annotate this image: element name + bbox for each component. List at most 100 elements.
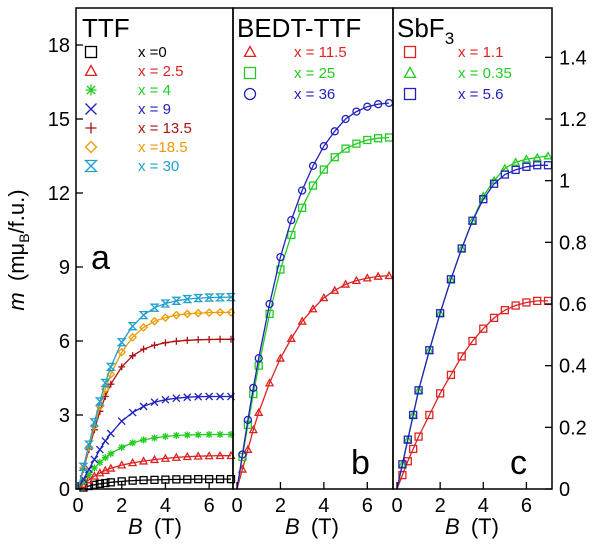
panel-a-series-5-point	[150, 316, 159, 326]
panel-b-series-0	[236, 270, 394, 490]
panel-c-series-1-point	[424, 345, 434, 354]
panel-a-series-3-point	[194, 392, 203, 401]
panel-a-y-tick-label: 3	[59, 405, 70, 427]
panel-b-x-tick-label: 4	[318, 495, 329, 517]
panel-b-series-2-point	[341, 114, 350, 124]
panel-b-legend-marker-2	[243, 87, 257, 101]
panel-a-series-5-point	[139, 323, 148, 332]
panel-c-x-tick-label: 4	[478, 495, 489, 517]
panel-c-series-1	[396, 151, 553, 490]
panel-c-series-1-point	[521, 154, 532, 163]
panel-a-series-4-point	[129, 352, 137, 360]
panel-a-x-ticks: 0 2 4 6	[72, 482, 215, 517]
panel-a-series-6-point	[215, 293, 226, 302]
panel-c-series-2-point	[479, 195, 488, 204]
panel-a-series-3	[77, 392, 235, 490]
panel-c-legend-marker-0	[403, 45, 417, 59]
panel-c-title-main: SbF	[397, 13, 445, 43]
panel-a-series-3-point	[216, 392, 225, 401]
panel-b-series-2-point	[330, 127, 339, 136]
panel-a-series-0-point	[139, 475, 148, 485]
panel-c-series-0-point	[425, 410, 434, 420]
panel-b-series-0-point	[286, 333, 296, 342]
panel-b-series-0-point	[248, 424, 258, 434]
panel-a-series-6-point	[83, 440, 94, 449]
panel-a-series-1-point	[128, 458, 138, 467]
panel-a-series-4-point	[205, 336, 213, 344]
panel-a-series-6-point	[182, 294, 193, 304]
panel-c-series-0-point	[522, 298, 531, 307]
panel-a-series-4-point	[194, 336, 202, 344]
panel-c-marks	[396, 151, 553, 490]
panel-b-x-label-var: B	[285, 514, 300, 539]
panel-b-series-2-point	[276, 252, 285, 262]
panel-b-series-1-point	[341, 144, 350, 153]
panel-a-x-tick-label: 0	[72, 495, 83, 517]
panel-a-series-2-point	[107, 450, 115, 458]
panel-a-series-2-point	[151, 434, 158, 442]
panel-b-legend: x = 11.5 x = 25 x = 36	[243, 44, 347, 103]
panel-c-y-tick-label: 0.2	[559, 417, 587, 439]
panel-a-series-1-point	[193, 451, 203, 460]
panel-b-legend-marker-1	[243, 66, 257, 80]
panel-c-series-1-point	[467, 215, 478, 225]
panel-c-series-0	[396, 296, 553, 490]
panel-b-series-2-point	[243, 415, 253, 425]
panel-b-series-1-point	[297, 203, 307, 212]
panel-a-series-5-point	[117, 347, 127, 357]
panel-b-series-1-point	[373, 134, 383, 143]
panel-b: BEDT-TTF b x = 11.5 x = 25 x = 36 0 2 4 6 B (…	[231, 7, 394, 539]
panel-c-legend-marker-1	[403, 66, 417, 79]
panel-c-series-2-point	[398, 460, 407, 469]
panel-a-series-2-point	[118, 443, 126, 451]
panel-c-x-label-var: B	[445, 514, 460, 539]
panel-c-series-2-point	[489, 179, 499, 188]
panel-b-legend-marker-0	[243, 45, 257, 58]
panel-a-series-4-point	[161, 339, 169, 347]
panel-a-series-6-point	[204, 293, 215, 302]
panel-a-series-1-point	[160, 453, 171, 462]
panel-b-series-1-point	[352, 139, 361, 148]
panel-a-series-6-point	[100, 378, 111, 388]
panel-a-series-5-point	[100, 384, 110, 394]
panel-a-series-4	[77, 335, 235, 490]
panel-a-y-tick-label: 18	[48, 35, 70, 57]
panel-c-series-2-point	[500, 170, 510, 179]
panel-b-series-0-point	[330, 285, 340, 294]
panel-c-series-2-point	[533, 161, 542, 170]
panel-b-series-1-point	[363, 135, 372, 145]
panel-a-series-2-point	[90, 464, 98, 472]
panel-a-y-tick-label: 0	[59, 479, 70, 501]
panel-a-y-tick-label: 9	[59, 257, 70, 279]
panel-b-series-2-point	[254, 354, 263, 363]
panel-a-series-6-point	[171, 296, 182, 305]
panel-a-series-6-point	[105, 362, 116, 372]
panel-b-series-1-point	[265, 309, 274, 319]
panel-c-series-1-point	[435, 308, 445, 317]
panel-c-y-tick-label: 1.4	[559, 47, 587, 69]
panel-c-series-1-point	[446, 274, 456, 283]
panel-c-series-2-point	[414, 386, 423, 395]
panel-a-series-3-point	[183, 393, 192, 402]
panel-b-series-2	[236, 98, 394, 490]
panel-b-series-0-point	[362, 273, 372, 282]
panel-a-marks	[77, 292, 237, 492]
panel-a-legend-label-0: x =0	[138, 44, 167, 61]
panel-c-y-tick-label: 1.2	[559, 109, 587, 131]
panel-a-series-5-point	[84, 442, 94, 452]
panel-a-series-4-point	[216, 335, 224, 343]
panel-b-series-0-point	[275, 353, 286, 362]
panel-c-series-0-point	[414, 432, 423, 441]
panel-a-legend-label-1: x = 2.5	[138, 63, 183, 80]
panel-a-series-2-point	[205, 430, 213, 438]
panel-a-series-2-point	[85, 470, 93, 478]
panel-b-series-0-point	[373, 271, 383, 280]
panel-a-legend-label-3: x = 9	[138, 101, 171, 118]
panel-a-legend-marker-0	[84, 45, 98, 59]
panel-c-series-2	[396, 161, 553, 490]
panel-a-series-1-point	[149, 454, 160, 464]
panel-a-title: TTF	[82, 13, 130, 43]
panel-a-series-2-point	[216, 430, 224, 438]
panel-b-title: BEDT-TTF	[237, 13, 361, 43]
